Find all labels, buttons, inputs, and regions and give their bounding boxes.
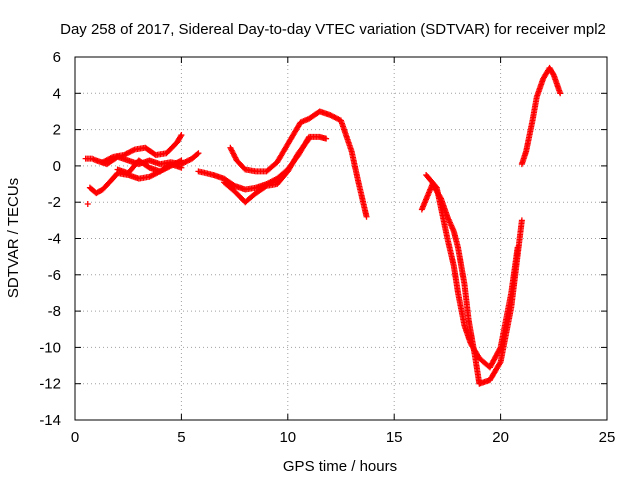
x-tick-label: 0 [71, 429, 79, 446]
x-tick-label: 5 [177, 429, 185, 446]
data-point [195, 150, 202, 157]
data-point [84, 201, 91, 208]
y-tick-label: -8 [48, 303, 61, 320]
y-tick-label: -14 [39, 412, 61, 429]
x-tick-label: 10 [279, 429, 296, 446]
y-tick-label: 2 [53, 122, 61, 139]
data-point [177, 133, 184, 140]
x-tick-labels: 0 5 10 15 20 25 [71, 429, 616, 446]
data-point [178, 164, 185, 171]
y-tick-label: -12 [39, 376, 61, 393]
y-tick-labels: -14 -12 -10 -8 -6 -4 -2 0 2 4 6 [39, 49, 61, 429]
data-point [496, 345, 503, 352]
y-tick-label: -2 [48, 194, 61, 211]
x-tick-label: 25 [599, 429, 616, 446]
y-tick-label: -4 [48, 231, 61, 248]
chart-title: Day 258 of 2017, Sidereal Day-to-day VTE… [60, 21, 606, 38]
data-point [178, 132, 185, 139]
data-point [108, 154, 115, 161]
y-tick-label: 4 [53, 85, 61, 102]
y-tick-label: 0 [53, 158, 61, 175]
data-point [306, 135, 313, 142]
x-tick-label: 15 [386, 429, 403, 446]
grid [75, 57, 607, 420]
data-point [178, 157, 185, 164]
data-point [496, 360, 503, 367]
tick-marks [74, 56, 608, 421]
x-axis-label: GPS time / hours [283, 458, 397, 475]
data-point [177, 158, 184, 165]
y-tick-label: -10 [39, 339, 61, 356]
y-tick-label: 6 [53, 49, 61, 66]
data-point [262, 183, 269, 190]
data-point [194, 151, 201, 158]
data-point [518, 217, 525, 224]
data-points [82, 64, 564, 387]
data-point [432, 183, 439, 190]
y-axis-label: SDTVAR / TECUs [5, 178, 22, 298]
x-tick-label: 20 [492, 429, 509, 446]
data-point [514, 244, 521, 251]
y-tick-label: -6 [48, 267, 61, 284]
data-point [557, 90, 564, 97]
data-point [363, 213, 370, 220]
data-point [305, 136, 312, 143]
data-point [323, 135, 330, 142]
data-point [130, 147, 137, 154]
